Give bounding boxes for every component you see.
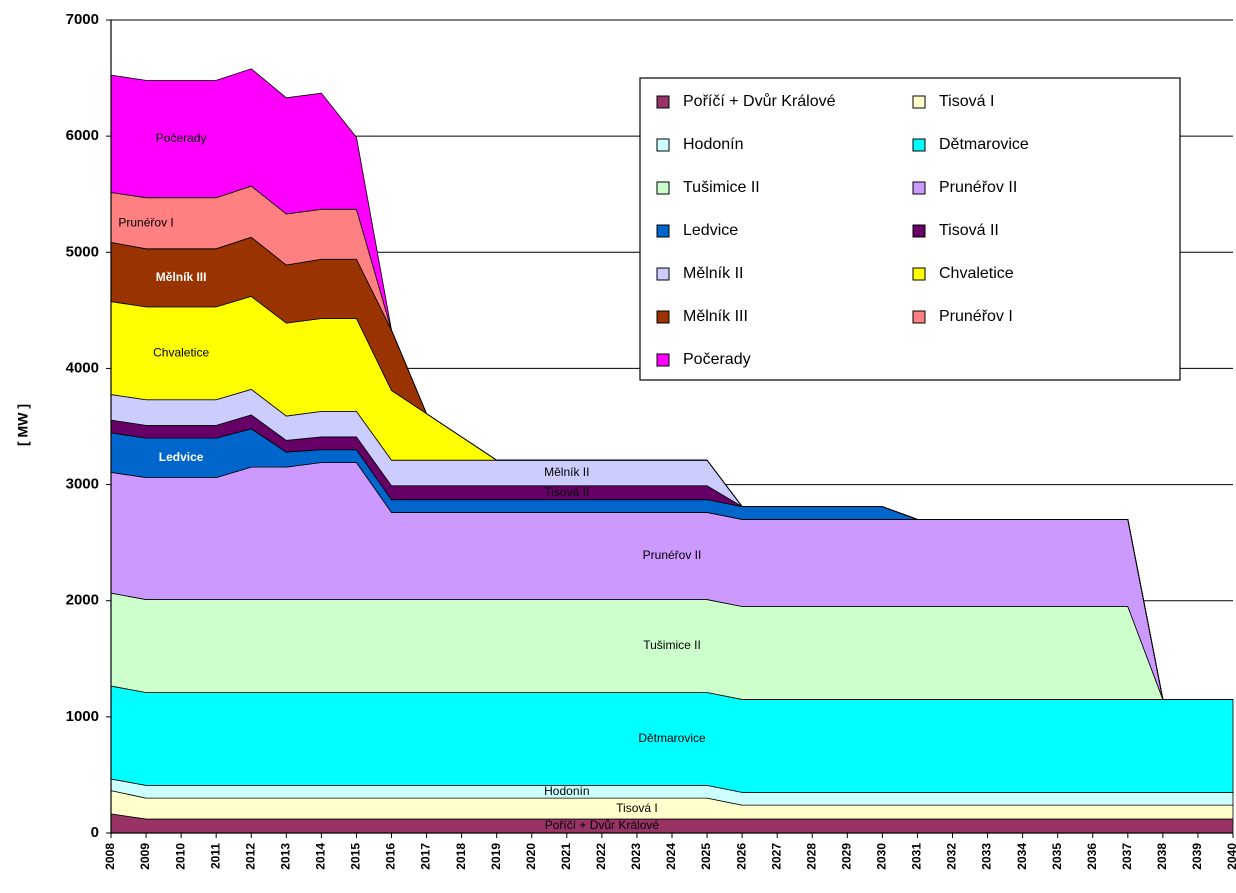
legend-swatch <box>656 353 670 367</box>
x-tick-label: 2008 <box>103 843 117 870</box>
x-tick-label: 2011 <box>208 843 222 869</box>
legend-label: Prunéřov II <box>939 179 1017 196</box>
x-tick-label: 2032 <box>945 843 959 870</box>
area-label: Tisová I <box>616 801 658 815</box>
x-tick-label: 2013 <box>278 843 292 870</box>
legend-label: Tisová I <box>939 93 994 110</box>
y-tick-label: 7000 <box>66 11 99 28</box>
x-tick-label: 2020 <box>524 843 538 870</box>
legend-swatch <box>656 181 670 195</box>
area-label: Prunéřov I <box>118 215 173 229</box>
area-label: Tisová II <box>544 485 589 499</box>
x-tick-label: 2024 <box>664 843 678 870</box>
legend: Poříčí + Dvůr Králové Tisová I Hodonín Dětm… <box>639 77 1181 381</box>
area-label: Mělník II <box>544 465 589 479</box>
y-tick-label: 1000 <box>66 708 99 725</box>
legend-swatch <box>656 138 670 152</box>
x-tick-label: 2017 <box>419 843 433 870</box>
legend-label: Tisová II <box>939 222 999 239</box>
y-tick-label: 4000 <box>66 359 99 376</box>
x-tick-label: 2040 <box>1225 843 1236 870</box>
x-tick-label: 2014 <box>314 843 328 870</box>
legend-swatch <box>912 181 926 195</box>
area-label: Chvaletice <box>153 346 209 360</box>
area-label: Prunéřov II <box>643 548 702 562</box>
x-tick-label: 2031 <box>910 843 924 870</box>
x-tick-label: 2038 <box>1155 843 1169 870</box>
legend-label: Mělník II <box>683 265 743 282</box>
legend-label: Chvaletice <box>939 265 1014 282</box>
legend-swatch <box>912 310 926 324</box>
x-tick-label: 2036 <box>1085 843 1099 870</box>
x-tick-label: 2030 <box>875 843 889 870</box>
legend-swatch <box>656 95 670 109</box>
y-axis-label: [ MW ] <box>15 404 31 446</box>
legend-label: Tušimice II <box>683 179 760 196</box>
legend-swatch <box>912 138 926 152</box>
legend-swatch <box>912 224 926 238</box>
x-tick-label: 2010 <box>173 843 187 870</box>
x-tick-label: 2025 <box>699 843 713 870</box>
legend-label: Počerady <box>683 351 751 368</box>
x-tick-label: 2015 <box>349 843 363 870</box>
legend-label: Poříčí + Dvůr Králové <box>683 92 836 110</box>
area <box>110 68 1233 700</box>
area-label: Počerady <box>156 131 207 145</box>
legend-box <box>639 77 1181 381</box>
legend-swatch <box>912 267 926 281</box>
legend-label: Dětmarovice <box>939 136 1029 153</box>
x-tick-label: 2039 <box>1190 843 1204 870</box>
area-label: Poříčí + Dvůr Králové <box>545 818 660 832</box>
x-tick-label: 2018 <box>454 843 468 870</box>
x-tick-label: 2021 <box>559 843 573 870</box>
y-tick-label: 5000 <box>66 243 99 260</box>
area-label: Mělník III <box>156 270 207 284</box>
legend-label: Prunéřov I <box>939 308 1013 325</box>
legend-swatch <box>656 310 670 324</box>
legend-label: Ledvice <box>683 222 738 239</box>
y-tick-label: 2000 <box>66 592 99 609</box>
x-tick-label: 2023 <box>629 843 643 870</box>
x-tick-label: 2012 <box>243 843 257 870</box>
x-tick-label: 2028 <box>804 843 818 870</box>
y-tick-label: 0 <box>91 824 99 841</box>
x-tick-label: 2037 <box>1120 843 1134 870</box>
x-tick-label: 2034 <box>1015 843 1029 870</box>
x-tick-label: 2029 <box>839 843 853 870</box>
y-tick-label: 6000 <box>66 127 99 144</box>
x-tick-label: 2009 <box>138 843 152 870</box>
legend-label: Mělník III <box>683 308 748 325</box>
legend-label: Hodonín <box>683 136 744 153</box>
area-label: Dětmarovice <box>638 731 706 745</box>
y-tick-label: 3000 <box>66 476 99 493</box>
x-tick-label: 2019 <box>489 843 503 870</box>
area-label: Hodonín <box>544 784 589 798</box>
x-tick-label: 2022 <box>594 843 608 870</box>
area-label: Tušimice II <box>643 638 701 652</box>
x-tick-label: 2033 <box>980 843 994 870</box>
area-label: Ledvice <box>159 450 204 464</box>
x-tick-label: 2035 <box>1050 843 1064 870</box>
legend-swatch <box>656 267 670 281</box>
legend-swatch <box>912 95 926 109</box>
x-tick-label: 2016 <box>384 843 398 870</box>
x-tick-label: 2026 <box>734 843 748 870</box>
x-tick-label: 2027 <box>769 843 783 870</box>
legend-swatch <box>656 224 670 238</box>
